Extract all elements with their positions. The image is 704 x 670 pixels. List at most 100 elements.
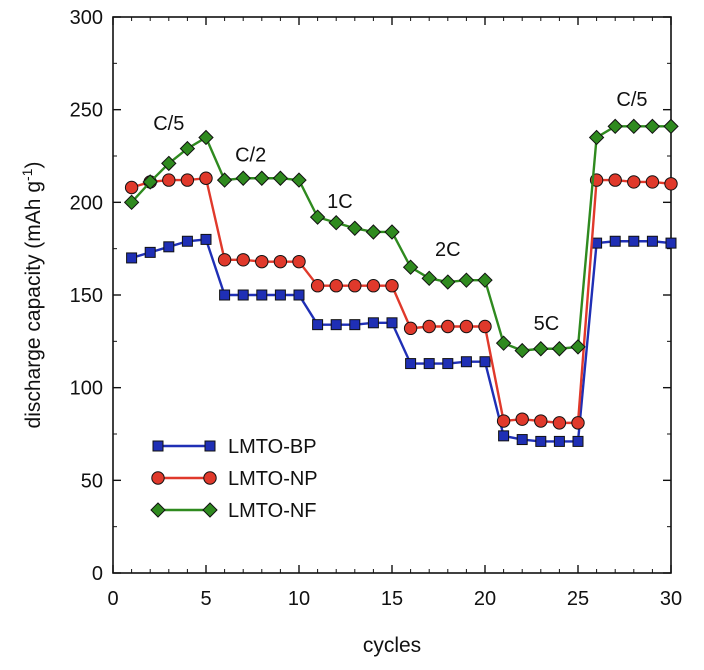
data-point-lmto-bp <box>628 235 640 247</box>
data-point-lmto-bp <box>330 319 342 331</box>
data-point-lmto-bp <box>442 358 454 370</box>
data-point-lmto-bp <box>386 317 398 329</box>
series-line-lmto-np <box>131 176 672 425</box>
data-point-lmto-nf <box>328 215 344 231</box>
data-point-lmto-np <box>627 175 641 189</box>
data-point-lmto-nf <box>663 118 679 135</box>
data-point-lmto-bp <box>572 435 584 447</box>
data-point-lmto-nf <box>216 172 233 188</box>
data-point-lmto-np <box>366 279 381 293</box>
y-tick-label: 50 <box>81 470 103 492</box>
data-point-lmto-nf <box>198 129 214 146</box>
legend-marker-lmto-nf <box>202 502 218 518</box>
data-point-lmto-np <box>496 414 511 428</box>
data-point-lmto-bp <box>312 319 324 331</box>
data-point-lmto-nf <box>347 220 363 236</box>
data-point-lmto-nf <box>570 339 586 355</box>
data-point-lmto-bp <box>646 235 658 247</box>
y-tick-label: 300 <box>70 7 103 29</box>
series-lmto-nf <box>123 118 679 359</box>
x-tick-label: 5 <box>200 588 211 610</box>
data-point-lmto-np <box>422 319 436 334</box>
data-point-lmto-nf <box>440 274 456 290</box>
data-point-lmto-bp <box>349 319 361 331</box>
data-point-lmto-np <box>515 412 529 426</box>
x-tick-label: 25 <box>567 588 589 610</box>
data-point-lmto-nf <box>291 172 307 188</box>
data-point-lmto-nf <box>477 272 493 288</box>
data-point-lmto-np <box>180 173 195 187</box>
data-point-lmto-bp <box>181 235 193 247</box>
data-point-lmto-np <box>385 279 399 293</box>
data-point-lmto-bp <box>535 435 547 447</box>
data-point-lmto-nf <box>626 118 642 135</box>
data-point-lmto-bp <box>516 434 528 446</box>
data-point-lmto-bp <box>274 289 286 301</box>
legend-label-lmto-bp: LMTO-BP <box>228 436 317 458</box>
series-lmto-np <box>124 171 678 430</box>
data-point-lmto-nf <box>495 335 512 351</box>
data-point-lmto-bp <box>460 356 472 368</box>
data-point-lmto-np <box>236 253 250 267</box>
rate-annotation: 2C <box>435 239 461 261</box>
data-point-lmto-np <box>552 416 567 430</box>
data-point-lmto-np <box>162 173 176 187</box>
data-point-lmto-np <box>292 254 306 269</box>
legend-label-lmto-nf: LMTO-NF <box>228 500 317 522</box>
rate-annotation: 5C <box>534 313 560 335</box>
data-point-lmto-bp <box>609 235 621 247</box>
legend-marker-lmto-np <box>151 471 165 485</box>
x-tick-label: 15 <box>381 588 403 610</box>
data-point-lmto-np <box>645 175 660 189</box>
legend-label-lmto-np: LMTO-NP <box>228 468 318 490</box>
y-axis-title-main: discharge capacity (mAh g <box>22 181 45 428</box>
data-point-lmto-nf <box>458 272 475 288</box>
rate-annotation: C/2 <box>235 145 266 167</box>
data-point-lmto-np <box>478 319 492 334</box>
series-line-lmto-bp <box>131 238 672 443</box>
series-layer <box>123 118 679 447</box>
rate-annotation: C/5 <box>616 89 647 111</box>
data-point-lmto-np <box>273 254 288 269</box>
data-point-lmto-np <box>348 279 362 293</box>
x-axis-title: cycles <box>363 634 421 657</box>
rate-annotation: 1C <box>327 191 353 213</box>
data-point-lmto-np <box>534 414 548 428</box>
data-point-lmto-bp <box>293 289 305 301</box>
data-point-lmto-bp <box>163 241 175 253</box>
data-point-lmto-np <box>403 321 418 336</box>
data-point-lmto-nf <box>644 118 661 135</box>
y-tick-label: 200 <box>70 192 103 214</box>
data-point-lmto-nf <box>514 342 530 359</box>
data-point-lmto-bp <box>553 435 565 447</box>
data-point-lmto-np <box>124 180 139 195</box>
data-point-lmto-nf <box>254 170 270 186</box>
y-tick-label: 150 <box>70 285 103 307</box>
data-point-lmto-bp <box>665 237 677 249</box>
data-point-lmto-nf <box>272 170 289 186</box>
data-point-lmto-bp <box>126 252 138 264</box>
data-point-lmto-bp <box>219 289 231 301</box>
y-tick-label: 0 <box>92 563 103 585</box>
annotation-layer: C/5 C/2 1C 2C 5C C/5 <box>153 89 647 335</box>
data-point-lmto-nf <box>588 129 605 146</box>
data-point-lmto-np <box>459 319 474 334</box>
y-axis-title: discharge capacity (mAh g-1) <box>19 162 45 429</box>
data-point-lmto-bp <box>367 317 379 329</box>
data-point-lmto-np <box>329 279 343 293</box>
data-point-lmto-bp <box>200 233 212 245</box>
y-axis-title-close: ) <box>22 162 45 169</box>
legend-marker-lmto-nf <box>150 502 166 518</box>
data-point-lmto-bp <box>237 289 249 301</box>
data-point-lmto-np <box>217 253 232 267</box>
data-point-lmto-nf <box>161 155 177 172</box>
data-point-lmto-nf <box>607 118 623 135</box>
x-tick-label: 20 <box>474 588 496 610</box>
data-point-lmto-bp <box>479 356 491 368</box>
data-point-lmto-nf <box>309 209 326 225</box>
data-point-lmto-np <box>199 171 213 185</box>
x-tick-label: 10 <box>288 588 310 610</box>
data-point-lmto-nf <box>533 341 549 357</box>
series-line-lmto-nf <box>130 125 671 352</box>
